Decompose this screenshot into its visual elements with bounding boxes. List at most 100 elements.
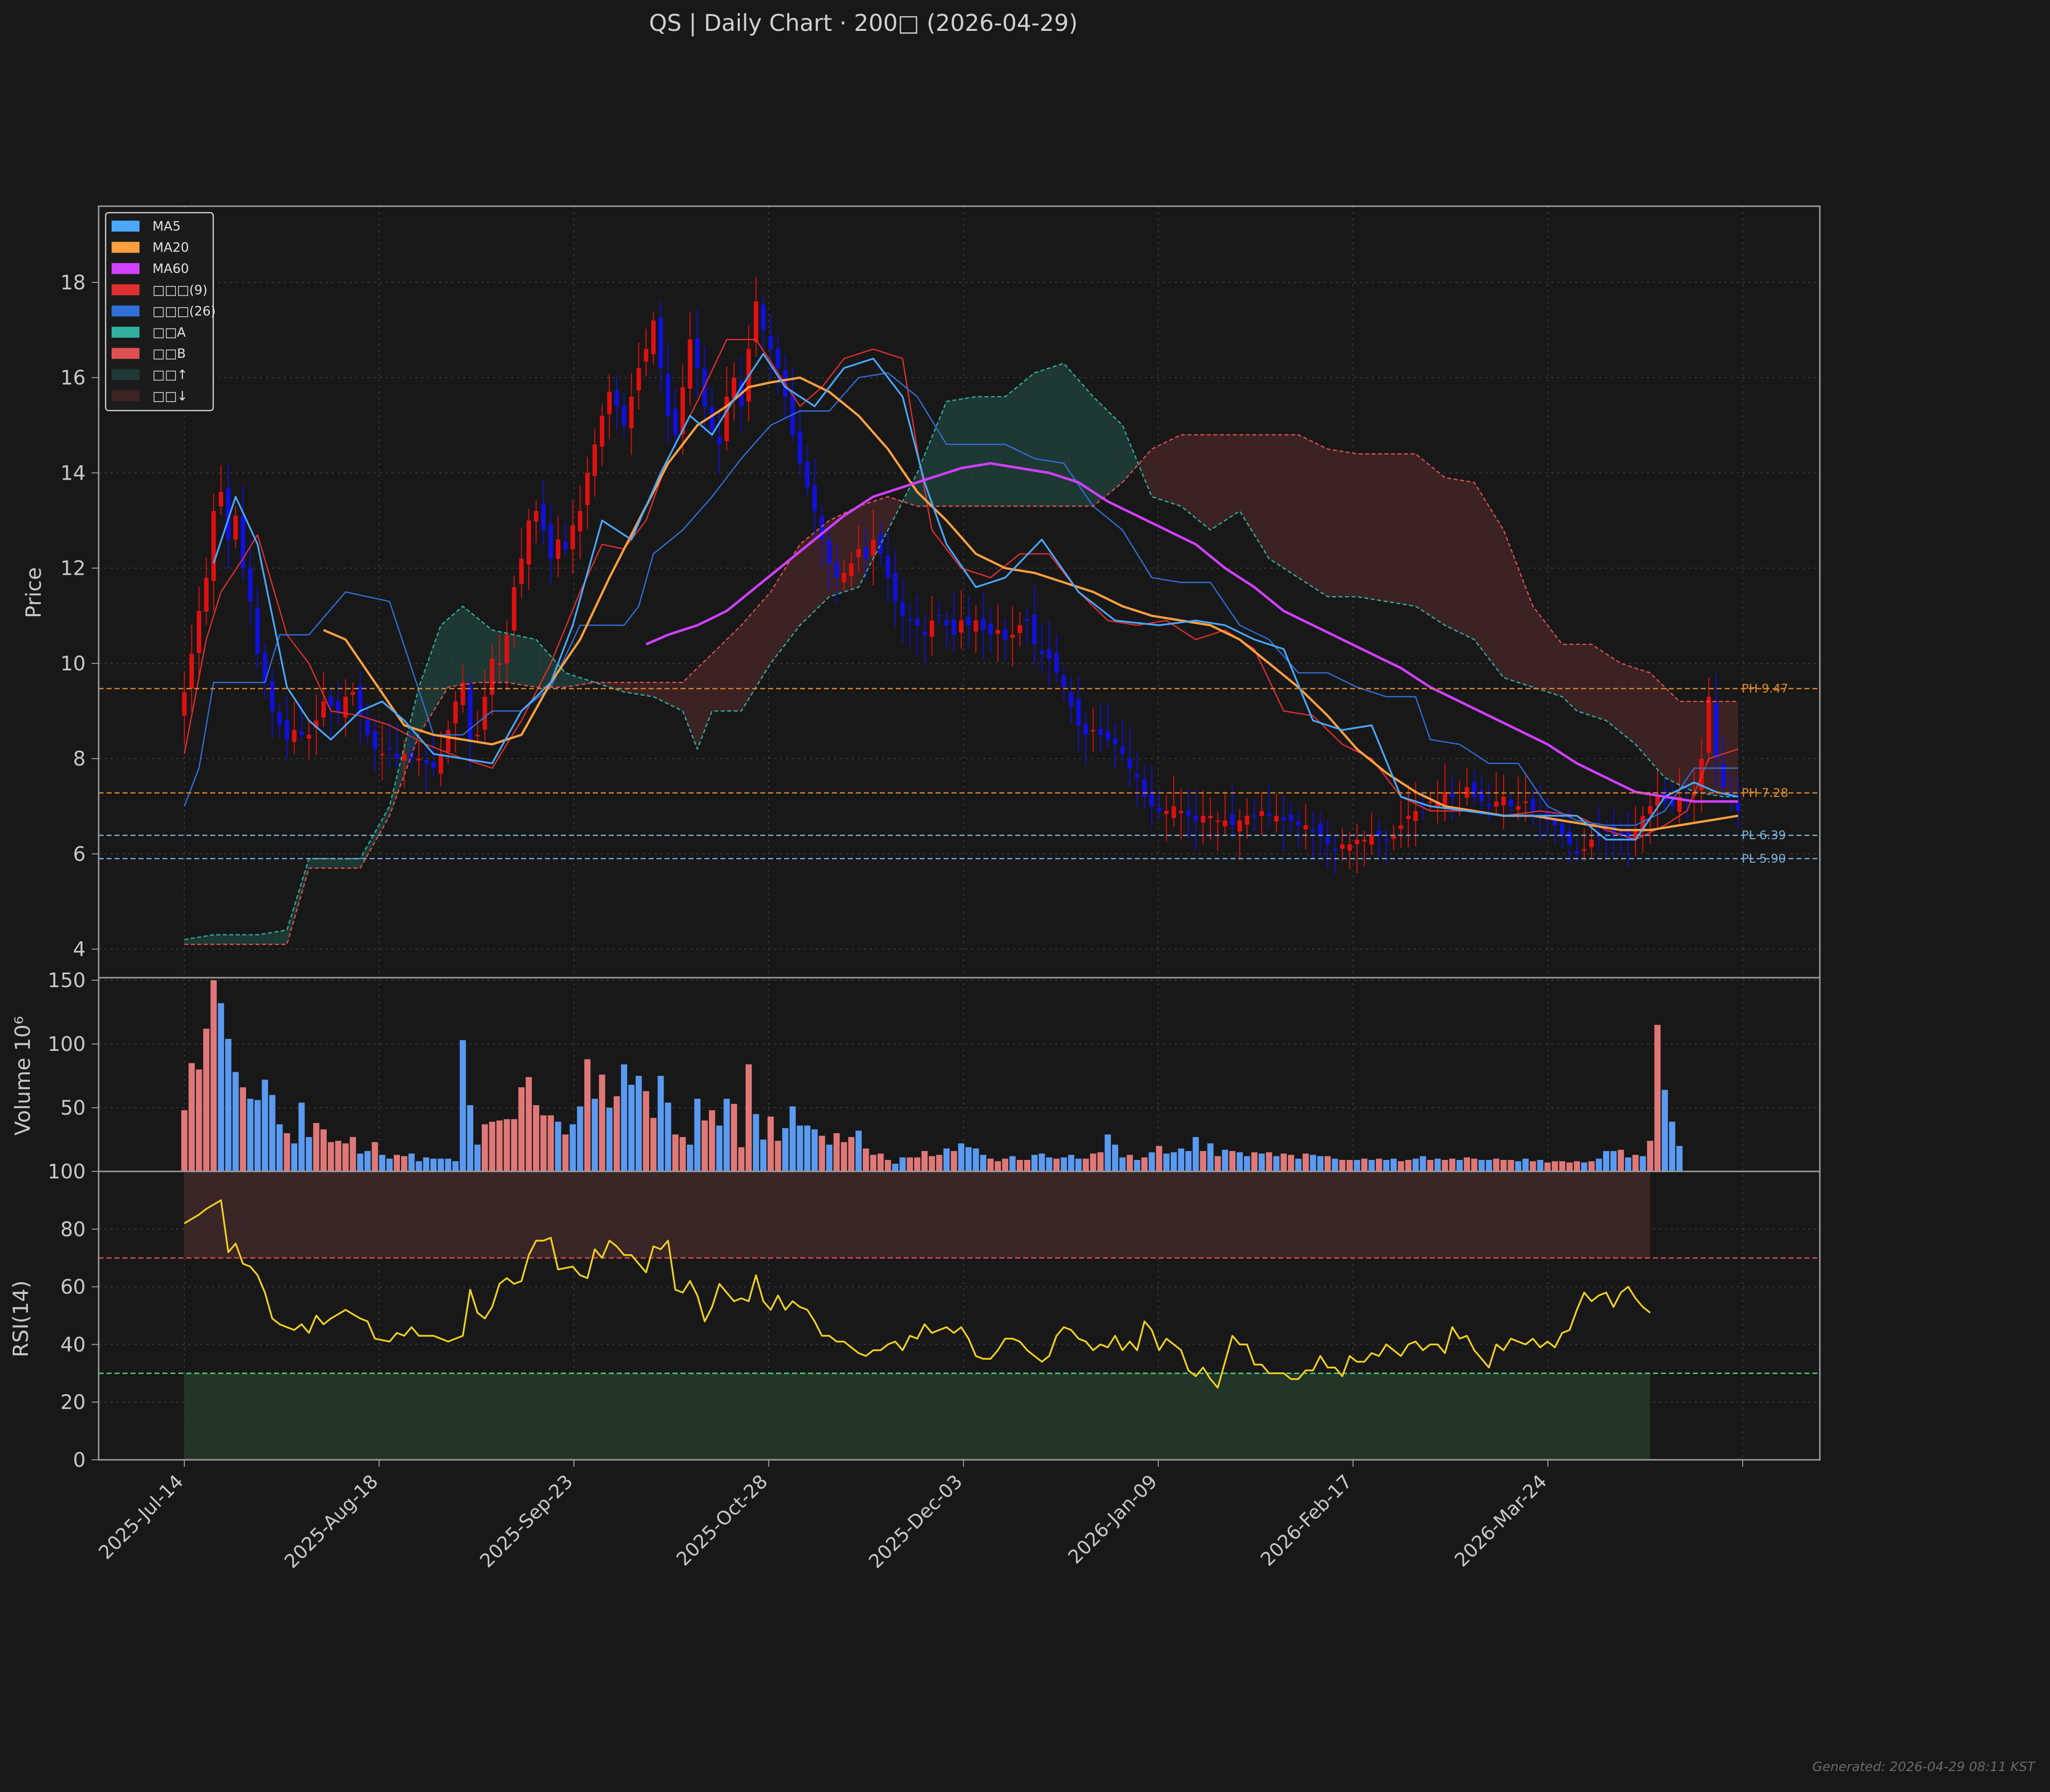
cloud-segment bbox=[1313, 442, 1321, 592]
candle-body bbox=[1032, 614, 1037, 644]
volume-bar bbox=[1640, 1156, 1646, 1171]
level-label: PL 6.39 bbox=[1742, 828, 1786, 842]
cloud-segment bbox=[748, 608, 756, 699]
volume-bar bbox=[188, 1063, 195, 1171]
volume-bar bbox=[1148, 1152, 1155, 1171]
cloud-segment bbox=[888, 497, 896, 530]
cloud-segment bbox=[697, 661, 705, 750]
cloud-segment bbox=[1012, 384, 1020, 507]
candle-body bbox=[695, 338, 700, 369]
candle-body bbox=[1552, 820, 1557, 826]
candle-body bbox=[1384, 839, 1389, 841]
candle-body bbox=[776, 348, 781, 369]
candle-body bbox=[336, 701, 341, 711]
volume-bar bbox=[474, 1145, 481, 1171]
candle-body bbox=[1604, 830, 1609, 832]
volume-bar bbox=[1676, 1146, 1683, 1171]
volume-bar bbox=[686, 1145, 693, 1171]
cloud-segment bbox=[990, 396, 998, 507]
cloud-segment bbox=[756, 600, 764, 687]
volume-bar bbox=[833, 1133, 840, 1171]
cloud-segment bbox=[572, 675, 580, 686]
cloud-segment bbox=[954, 399, 961, 507]
cloud-segment bbox=[1628, 665, 1636, 745]
cloud-segment bbox=[331, 858, 338, 869]
candle-body bbox=[512, 587, 517, 631]
cloud-segment bbox=[1650, 673, 1658, 769]
legend-label: □□□(9) bbox=[152, 283, 208, 298]
volume-bar bbox=[1229, 1151, 1236, 1171]
volume-bar bbox=[863, 1148, 869, 1171]
volume-bar bbox=[415, 1161, 422, 1171]
volume-bar bbox=[606, 1108, 613, 1171]
cloud-segment bbox=[1151, 445, 1159, 500]
candle-body bbox=[1149, 791, 1154, 806]
series-lines-layer bbox=[183, 339, 1739, 1389]
candle-body bbox=[629, 396, 634, 429]
legend-frame bbox=[105, 212, 214, 411]
volume-bar bbox=[1375, 1158, 1382, 1171]
volume-bar bbox=[283, 1133, 290, 1171]
cloud-segment bbox=[477, 618, 485, 683]
y-tick-label: 50 bbox=[60, 1097, 86, 1120]
y-tick-label: 20 bbox=[60, 1391, 86, 1414]
rsi-line bbox=[184, 1199, 1651, 1389]
candle-body bbox=[1655, 796, 1660, 806]
volume-bar bbox=[628, 1084, 635, 1171]
candle-body bbox=[687, 339, 692, 389]
volume-bar bbox=[1551, 1161, 1558, 1171]
volume-bar bbox=[1324, 1156, 1331, 1171]
candle-body bbox=[373, 731, 378, 750]
candle-body bbox=[1311, 830, 1316, 832]
volume-bar bbox=[481, 1124, 488, 1171]
volume-bar bbox=[885, 1159, 891, 1171]
cloud-segment bbox=[1115, 418, 1123, 489]
cloud-segment bbox=[719, 640, 727, 711]
cloud-segment bbox=[961, 397, 969, 507]
cloud-segment bbox=[1379, 454, 1386, 602]
candle-body bbox=[1626, 830, 1631, 840]
volume-bar bbox=[723, 1099, 730, 1171]
candle-body bbox=[922, 632, 927, 635]
candle-body bbox=[241, 515, 246, 568]
volume-bar bbox=[364, 1151, 371, 1171]
candles-layer bbox=[182, 276, 1741, 875]
candle-body bbox=[1047, 649, 1052, 659]
candle-body bbox=[1472, 782, 1477, 797]
volume-bar bbox=[914, 1157, 921, 1171]
volume-bar bbox=[892, 1163, 899, 1171]
candle-body bbox=[1318, 823, 1323, 835]
cloud-segment bbox=[1107, 411, 1115, 495]
candle-body bbox=[460, 682, 465, 705]
cloud-segment bbox=[712, 646, 719, 711]
legend-swatch bbox=[112, 284, 139, 295]
y-tick-label: 8 bbox=[73, 748, 86, 770]
y-tick-label: 10 bbox=[60, 652, 86, 675]
candle-body bbox=[1201, 815, 1206, 823]
candle-body bbox=[724, 396, 729, 441]
cloud-segment bbox=[1430, 466, 1438, 621]
cloud-segment bbox=[668, 682, 676, 708]
legend-swatch bbox=[112, 390, 139, 401]
cloud-segment bbox=[301, 858, 309, 894]
chart-title: QS | Daily Chart · 200□ (2026-04-29) bbox=[649, 9, 1078, 37]
candle-body bbox=[600, 415, 605, 447]
cloud-segment bbox=[338, 858, 346, 869]
candle-body bbox=[233, 515, 238, 540]
volume-bar bbox=[1449, 1158, 1456, 1171]
volume-bar bbox=[1317, 1156, 1324, 1171]
cloud-segment bbox=[1459, 480, 1467, 636]
volume-bar bbox=[1566, 1162, 1573, 1171]
cloud-segment bbox=[807, 532, 815, 619]
volume-bar bbox=[1390, 1158, 1397, 1171]
candle-body bbox=[1098, 728, 1103, 735]
legend-swatch bbox=[112, 369, 139, 381]
rsi-zone-layer bbox=[99, 1171, 1820, 1460]
cloud-segment bbox=[939, 401, 947, 507]
candle-body bbox=[1391, 835, 1396, 839]
volume-bar bbox=[269, 1095, 275, 1171]
volume-bar bbox=[965, 1147, 972, 1171]
volume-bar bbox=[635, 1076, 642, 1171]
candle-body bbox=[1420, 804, 1425, 806]
candle-body bbox=[1039, 651, 1044, 654]
